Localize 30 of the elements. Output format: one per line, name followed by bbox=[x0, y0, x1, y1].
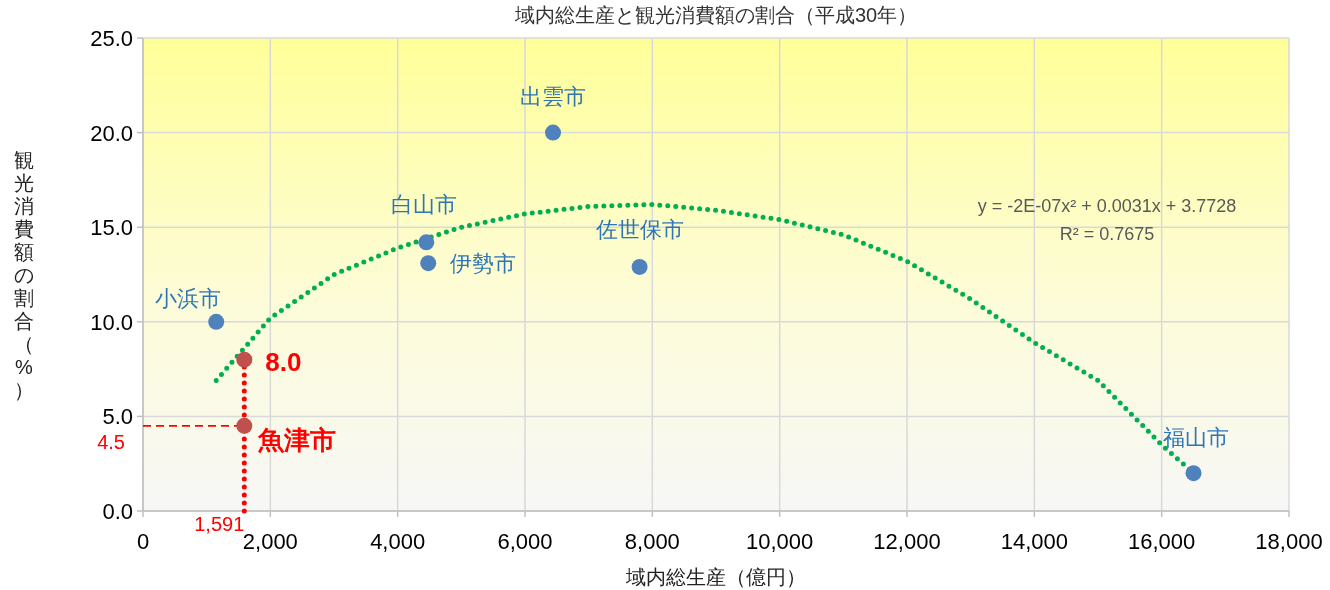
text: 観光消費額の割合（%） bbox=[14, 148, 34, 401]
annotation: 福山市 bbox=[1162, 425, 1229, 451]
annotation: 1,591 bbox=[194, 513, 245, 535]
annotation: 伊勢市 bbox=[450, 251, 517, 277]
x-tick-label: 10,000 bbox=[746, 529, 814, 554]
x-tick-label: 6,000 bbox=[497, 529, 553, 554]
annotation: 8.0 bbox=[265, 346, 302, 377]
annotation: 4.5 bbox=[97, 430, 125, 453]
annotation: 出雲市 bbox=[520, 83, 587, 109]
y-tick-label: 20.0 bbox=[90, 120, 133, 146]
x-axis-title: 域内総生産（億円） bbox=[625, 566, 806, 588]
annotation: 佐世保市 bbox=[595, 216, 684, 242]
x-tick-label: 18,000 bbox=[1255, 529, 1323, 554]
x-tick-label: 16,000 bbox=[1128, 529, 1196, 554]
y-tick-label: 5.0 bbox=[102, 404, 133, 430]
x-tick-label: 4,000 bbox=[370, 529, 426, 554]
annotation: R² = 0.7675 bbox=[1059, 224, 1155, 244]
y-tick-label: 15.0 bbox=[90, 215, 133, 241]
y-tick-label: 25.0 bbox=[90, 26, 133, 51]
y-tick-label: 10.0 bbox=[90, 309, 133, 335]
chart-title: 域内総生産と観光消費額の割合（平成30年） bbox=[513, 4, 918, 26]
annotation: 小浜市 bbox=[155, 285, 222, 311]
annotation: 白山市 bbox=[391, 192, 458, 218]
annotation: y = -2E-07x² + 0.0031x + 3.7728 bbox=[977, 196, 1237, 216]
annotation: 魚津市 bbox=[257, 424, 337, 455]
x-tick-label: 12,000 bbox=[873, 529, 941, 554]
x-tick-label: 0 bbox=[136, 529, 150, 554]
x-tick-label: 14,000 bbox=[1000, 529, 1068, 554]
x-tick-label: 8,000 bbox=[624, 529, 680, 554]
y-tick-label: 0.0 bbox=[102, 499, 133, 524]
